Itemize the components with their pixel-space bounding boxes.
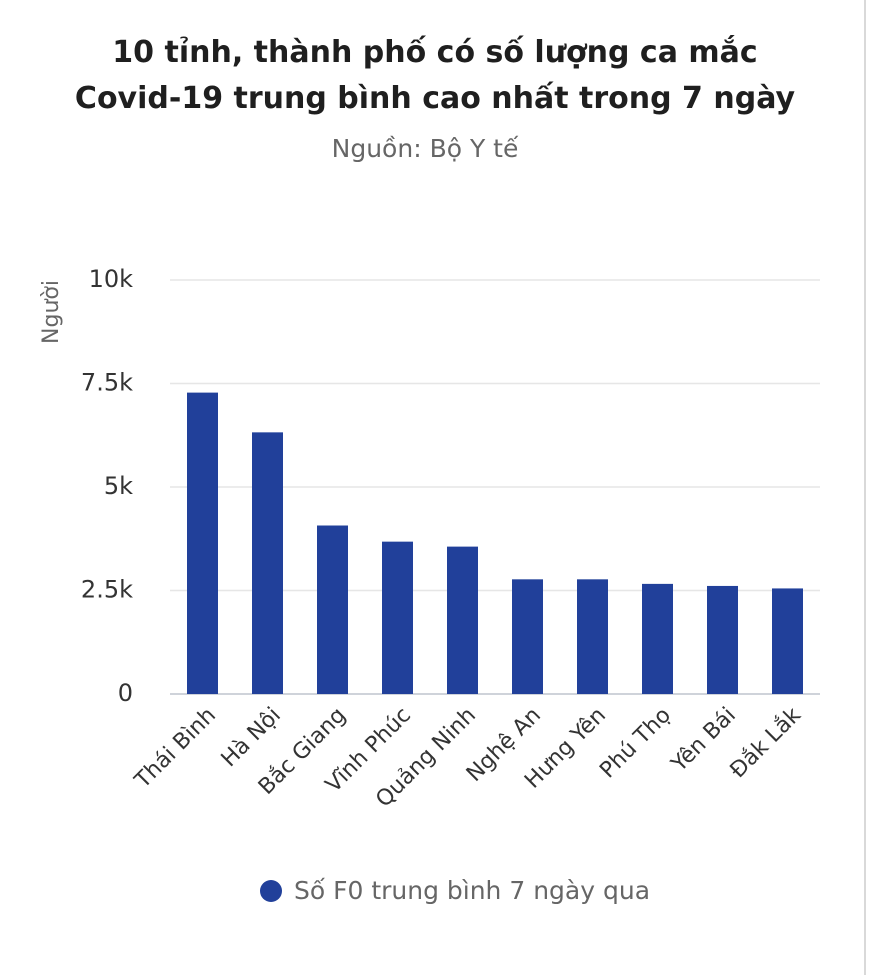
chart-title-line-1: 10 tỉnh, thành phố có số lượng ca mắc: [112, 35, 758, 70]
bar[interactable]: [252, 432, 283, 694]
y-tick-label: 10k: [89, 265, 134, 293]
x-tick-label: Phú Thọ: [595, 703, 676, 784]
bar[interactable]: [317, 525, 348, 694]
legend[interactable]: Số F0 trung bình 7 ngày qua: [0, 876, 870, 905]
bar[interactable]: [707, 585, 738, 694]
chart-title: 10 tỉnh, thành phố có số lượng ca mắc Co…: [0, 30, 870, 122]
y-axis-ticks: 0 2.5k 5k 7.5k 10k: [81, 265, 133, 707]
y-tick-label: 0: [118, 679, 133, 707]
bar[interactable]: [187, 392, 218, 694]
y-tick-label: 7.5k: [81, 369, 133, 397]
bar[interactable]: [512, 579, 543, 694]
bar[interactable]: [642, 583, 673, 694]
chart-title-line-2: Covid-19 trung bình cao nhất trong 7 ngà…: [74, 81, 796, 116]
bar[interactable]: [772, 588, 803, 694]
x-tick-label: Thái Bình: [130, 703, 221, 794]
bar[interactable]: [577, 579, 608, 694]
right-edge-divider: [864, 0, 866, 975]
y-tick-label: 5k: [104, 472, 133, 500]
bar[interactable]: [447, 546, 478, 694]
y-axis-label: Người: [39, 280, 64, 344]
bar[interactable]: [382, 541, 413, 694]
bars: [187, 392, 803, 694]
x-tick-label: Đắk Lắk: [726, 703, 807, 784]
chart-subtitle: Nguồn: Bộ Y tế: [331, 134, 519, 163]
legend-label: Số F0 trung bình 7 ngày qua: [293, 876, 651, 905]
legend-swatch: [259, 879, 282, 902]
y-tick-label: 2.5k: [81, 576, 133, 604]
